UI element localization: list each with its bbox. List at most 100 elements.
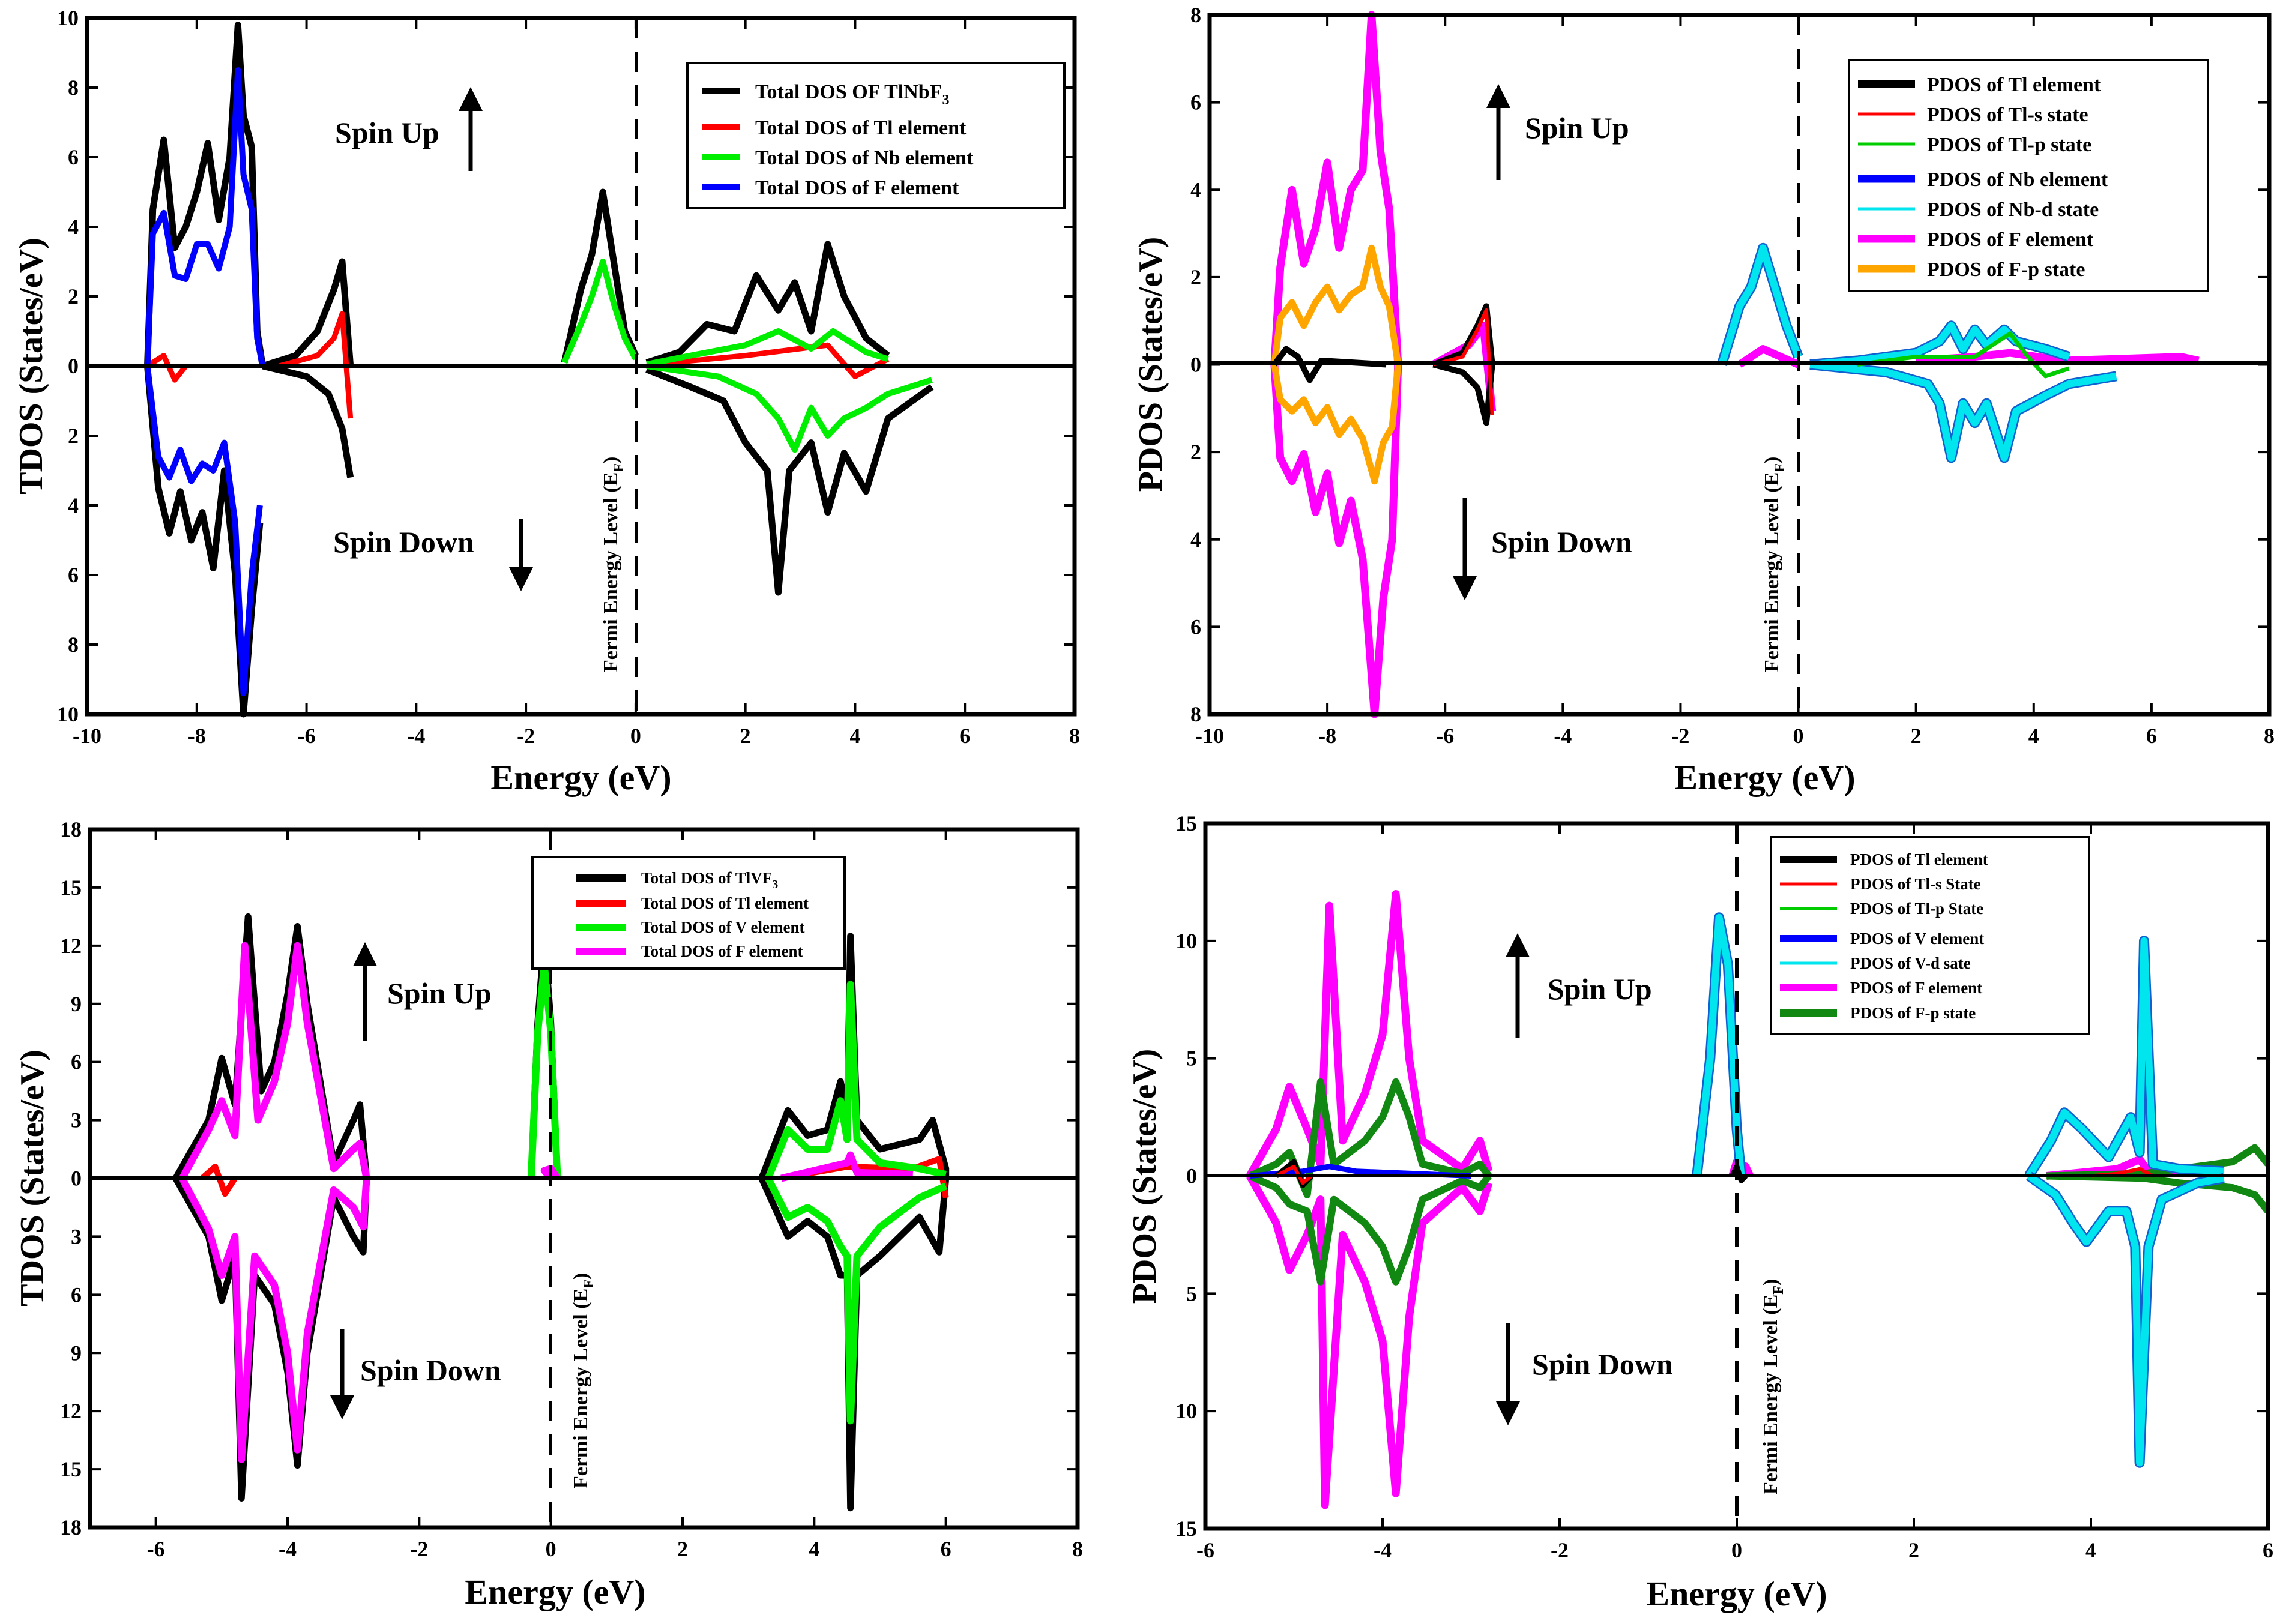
spin-up-label: Spin Up [1548, 972, 1652, 1006]
legend-item: PDOS of F element [1780, 979, 1982, 997]
up-arrow-icon [459, 87, 483, 171]
legend: PDOS of Tl element PDOS of Tl-s State PD… [1770, 836, 2090, 1035]
fermi-label: Fermi Energy Level (EF) [1760, 1279, 1787, 1494]
legend-item: PDOS of Tl-p State [1780, 900, 1983, 918]
legend-item: Total DOS of V element [576, 918, 805, 936]
y-tick-label: 9 [71, 992, 82, 1016]
y-tick-label: 4 [1190, 528, 1201, 552]
svg-text:PDOS of Tl-s State: PDOS of Tl-s State [1850, 875, 1981, 893]
y-tick-label: 2 [1190, 265, 1201, 289]
x-tick-label: -8 [1318, 724, 1336, 748]
series-line [2025, 937, 2224, 1178]
series-line [646, 328, 889, 368]
y-tick-label: 10 [57, 6, 79, 30]
svg-text:Total DOS of TlVF3: Total DOS of TlVF3 [641, 869, 778, 891]
svg-text:PDOS of Tl-s state: PDOS of Tl-s state [1927, 104, 2088, 126]
legend-item: Total DOS of F element [702, 177, 959, 199]
x-tick-label: -10 [1195, 724, 1224, 748]
y-tick-label: 6 [71, 1050, 82, 1074]
x-tick-label: -6 [1196, 1538, 1214, 1562]
legend-item: PDOS of V element [1780, 930, 1984, 948]
legend-item: PDOS of Tl element [1858, 74, 2101, 96]
y-tick-label: 6 [1190, 91, 1201, 115]
y-axis-title: PDOS (States/eV) [1126, 1049, 1163, 1304]
legend: Total DOS OF TlNbF3 Total DOS of Tl elem… [686, 62, 1066, 209]
tdos-curves [172, 913, 950, 1512]
y-tick-label: 12 [60, 934, 82, 958]
x-tick-label: 6 [959, 724, 970, 748]
y-tick-label: 9 [71, 1341, 82, 1365]
svg-text:Total DOS of Tl element: Total DOS of Tl element [755, 117, 967, 139]
svg-text:PDOS of V element: PDOS of V element [1850, 930, 1984, 948]
x-tick-label: 6 [941, 1537, 951, 1561]
up-arrow-icon [353, 942, 377, 1041]
y-tick-label: 10 [57, 702, 79, 726]
series-line [1248, 1078, 1492, 1198]
up-arrow-icon [1506, 933, 1530, 1038]
series-line [1730, 1164, 1748, 1183]
y-tick-label: 10 [1175, 929, 1197, 953]
up-arrow-icon [1486, 84, 1510, 180]
y-tick-label: 0 [1190, 353, 1201, 377]
spin-up-label: Spin Up [387, 976, 492, 1010]
y-tick-label: 6 [68, 145, 79, 169]
series-line [172, 1176, 370, 1502]
x-tick-label: -10 [73, 724, 101, 748]
x-tick-label: 4 [809, 1537, 819, 1561]
series-line [172, 913, 370, 1180]
series-line [1432, 361, 1495, 426]
x-tick-label: -2 [517, 724, 535, 748]
series-line [200, 1164, 238, 1197]
x-tick-label: -4 [407, 724, 425, 748]
legend-item: PDOS of Tl-s state [1858, 104, 2088, 126]
y-tick-label: 8 [68, 76, 79, 100]
panel-top-right-pdos-tlnbf3: -10 -8 -6 -4 -2 0 2 4 6 8 8 6 4 2 0 2 4 6 8 Fermi Energy L… [1132, 3, 2275, 797]
series-line [1809, 322, 2070, 368]
series-line [758, 933, 950, 1180]
x-tick-label: -2 [1671, 724, 1689, 748]
legend-item: PDOS of Tl element [1780, 850, 1988, 868]
spin-down-label: Spin Down [333, 525, 474, 559]
x-tick-label: -2 [410, 1537, 428, 1561]
y-tick-label: 6 [71, 1283, 82, 1307]
y-tick-label: 18 [60, 1515, 82, 1539]
legend-box [686, 62, 1066, 209]
svg-text:PDOS of Tl-p State: PDOS of Tl-p State [1850, 900, 1983, 918]
series-line [262, 362, 354, 478]
x-axis-title: Energy (eV) [490, 758, 671, 797]
panel-bottom-left-tdos-tlvf3: -6 -4 -2 0 2 4 6 8 18 15 12 9 6 3 0 3 6 9 12 15 18 Fermi Ene… [14, 817, 1083, 1611]
x-tick-label: 8 [1069, 724, 1080, 748]
series-line [646, 342, 890, 379]
y-axis-title: TDOS (States/eV) [14, 1050, 51, 1307]
y-tick-label: 8 [1190, 702, 1201, 726]
down-arrow-icon [509, 519, 533, 591]
series-line [1270, 364, 1402, 718]
y-tick-label: 6 [68, 563, 79, 587]
tick-labels: -6 -4 -2 0 2 4 6 8 18 15 12 9 6 3 0 3 6 9 12 15 18 [60, 817, 1083, 1561]
spin-down-label: Spin Down [1532, 1347, 1673, 1381]
series-line [144, 22, 266, 367]
legend-item: Total DOS OF TlNbF3 [702, 81, 949, 108]
series-line [144, 365, 263, 697]
down-arrow-icon [1496, 1323, 1520, 1425]
y-tick-label: 18 [60, 817, 82, 841]
legend-item: PDOS of F-p state [1858, 259, 2085, 281]
svg-text:PDOS of Tl element: PDOS of Tl element [1850, 850, 1988, 868]
svg-text:Total DOS of F element: Total DOS of F element [755, 177, 959, 199]
series-line [179, 1176, 370, 1463]
pdos-curves [1270, 11, 2200, 718]
series-line [179, 942, 370, 1180]
series-line [540, 1165, 561, 1181]
series-line [2027, 1173, 2225, 1467]
series-line [765, 1176, 948, 1425]
y-tick-label: 8 [1190, 3, 1201, 27]
x-tick-label: -6 [298, 724, 316, 748]
legend: Total DOS of TlVF3 Total DOS of Tl eleme… [531, 856, 846, 970]
series-line [1857, 331, 2070, 379]
series-line [1246, 1174, 1493, 1509]
y-tick-label: 4 [68, 493, 79, 517]
series-line [646, 363, 933, 453]
x-tick-label: -4 [1374, 1538, 1392, 1562]
series-line [780, 1151, 914, 1182]
series-line [1248, 1173, 1492, 1286]
